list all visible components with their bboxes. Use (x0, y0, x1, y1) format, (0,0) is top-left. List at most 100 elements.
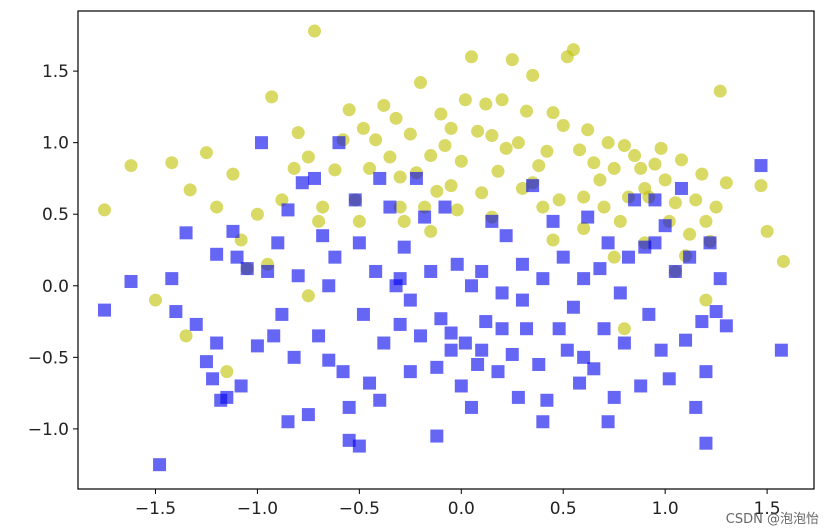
blue-square-point (444, 326, 458, 340)
yellow-circle-point (199, 146, 213, 160)
blue-square-point (332, 136, 346, 150)
yellow-circle-point (307, 24, 321, 38)
y-axis: −1.0 −0.5 0.0 0.5 1.0 1.5 (28, 62, 78, 440)
blue-square-point (683, 250, 697, 264)
blue-square-point (397, 240, 411, 254)
yellow-circle-point (628, 149, 642, 163)
blue-square-point (520, 322, 534, 336)
yellow-circle-point (668, 196, 682, 210)
blue-square-point (275, 307, 289, 321)
blue-square-point (165, 272, 179, 286)
blue-square-point (373, 393, 387, 407)
blue-square-point (220, 390, 234, 404)
yellow-circle-point (587, 156, 601, 170)
blue-square-point (348, 193, 362, 207)
x-axis: −1.5 −1.0 −0.5 0.0 0.5 1.0 1.5 (135, 489, 781, 519)
blue-square-point (654, 343, 668, 357)
blue-square-point (342, 400, 356, 414)
blue-square-point (210, 336, 224, 350)
yellow-circle-point (607, 250, 621, 264)
blue-square-point (312, 329, 326, 343)
blue-square-point (658, 219, 672, 233)
blue-square-point (291, 269, 305, 283)
blue-square-point (536, 415, 550, 429)
blue-square-point (414, 329, 428, 343)
blue-square-point (642, 307, 656, 321)
yellow-circle-point (617, 322, 631, 336)
blue-square-point (491, 365, 505, 379)
yellow-circle-point (220, 365, 234, 379)
yellow-circle-point (265, 90, 279, 104)
yellow-circle-point (648, 157, 662, 171)
blue-square-point (352, 236, 366, 250)
blue-square-point (597, 322, 611, 336)
y-tick-label: −1.0 (28, 420, 69, 440)
blue-square-point (363, 376, 377, 390)
blue-square-point (373, 171, 387, 185)
yellow-circle-point (601, 136, 615, 150)
yellow-circle-point (275, 193, 289, 207)
blue-square-point (719, 319, 733, 333)
yellow-circle-point (654, 141, 668, 155)
yellow-circle-point (464, 50, 478, 64)
watermark: CSDN @泡泡怡 (725, 512, 819, 527)
yellow-circle-point (287, 161, 301, 175)
yellow-circle-point (403, 127, 417, 141)
yellow-circle-point (552, 193, 566, 207)
blue-square-point (464, 279, 478, 293)
blue-square-point (475, 343, 489, 357)
yellow-circle-point (369, 133, 383, 147)
yellow-circle-point (566, 43, 580, 57)
y-tick-label: 0.0 (42, 277, 69, 297)
yellow-circle-point (634, 161, 648, 175)
blue-square-point (662, 372, 676, 386)
blue-square-point (403, 365, 417, 379)
y-tick-label: 1.0 (42, 134, 69, 154)
blue-square-point (668, 264, 682, 278)
blue-square-point (679, 333, 693, 347)
blue-square-point (613, 286, 627, 300)
yellow-circle-point (226, 167, 240, 181)
blue-square-point (546, 214, 560, 228)
yellow-circle-point (683, 227, 697, 241)
blue-square-point (464, 400, 478, 414)
yellow-circle-point (577, 222, 591, 236)
blue-square-point (587, 362, 601, 376)
y-tick-label: 1.5 (42, 62, 69, 82)
blue-square-point (98, 303, 112, 317)
blue-square-point (234, 379, 248, 393)
x-tick-label: −1.0 (237, 499, 278, 519)
blue-square-point (430, 360, 444, 374)
yellow-circle-point (573, 143, 587, 157)
blue-square-point (250, 339, 264, 353)
blue-square-point (526, 179, 540, 193)
yellow-circle-point (499, 141, 513, 155)
blue-square-point (511, 390, 525, 404)
yellow-circle-point (475, 186, 489, 200)
blue-square-point (271, 236, 285, 250)
yellow-circle-point (532, 159, 546, 173)
blue-square-point (628, 193, 642, 207)
yellow-circle-point (699, 214, 713, 228)
yellow-circle-point (526, 68, 540, 82)
yellow-circle-point (607, 161, 621, 175)
yellow-circle-point (352, 214, 366, 228)
yellow-circle-point (658, 173, 672, 187)
blue-square-point (356, 307, 370, 321)
yellow-circle-point (471, 124, 485, 138)
yellow-circle-point (695, 167, 709, 181)
blue-square-point (342, 433, 356, 447)
yellow-circle-point (183, 183, 197, 197)
yellow-circle-point (454, 154, 468, 168)
blue-square-point (409, 171, 423, 185)
blue-square-point (450, 257, 464, 271)
yellow-circle-point (577, 190, 591, 204)
yellow-circle-point (719, 176, 733, 190)
blue-square-point (444, 343, 458, 357)
yellow-circle-point (148, 293, 162, 307)
yellow-circle-point (124, 159, 138, 173)
blue-square-point (434, 312, 448, 326)
yellow-circle-point (393, 170, 407, 184)
yellow-circle-point (444, 179, 458, 193)
